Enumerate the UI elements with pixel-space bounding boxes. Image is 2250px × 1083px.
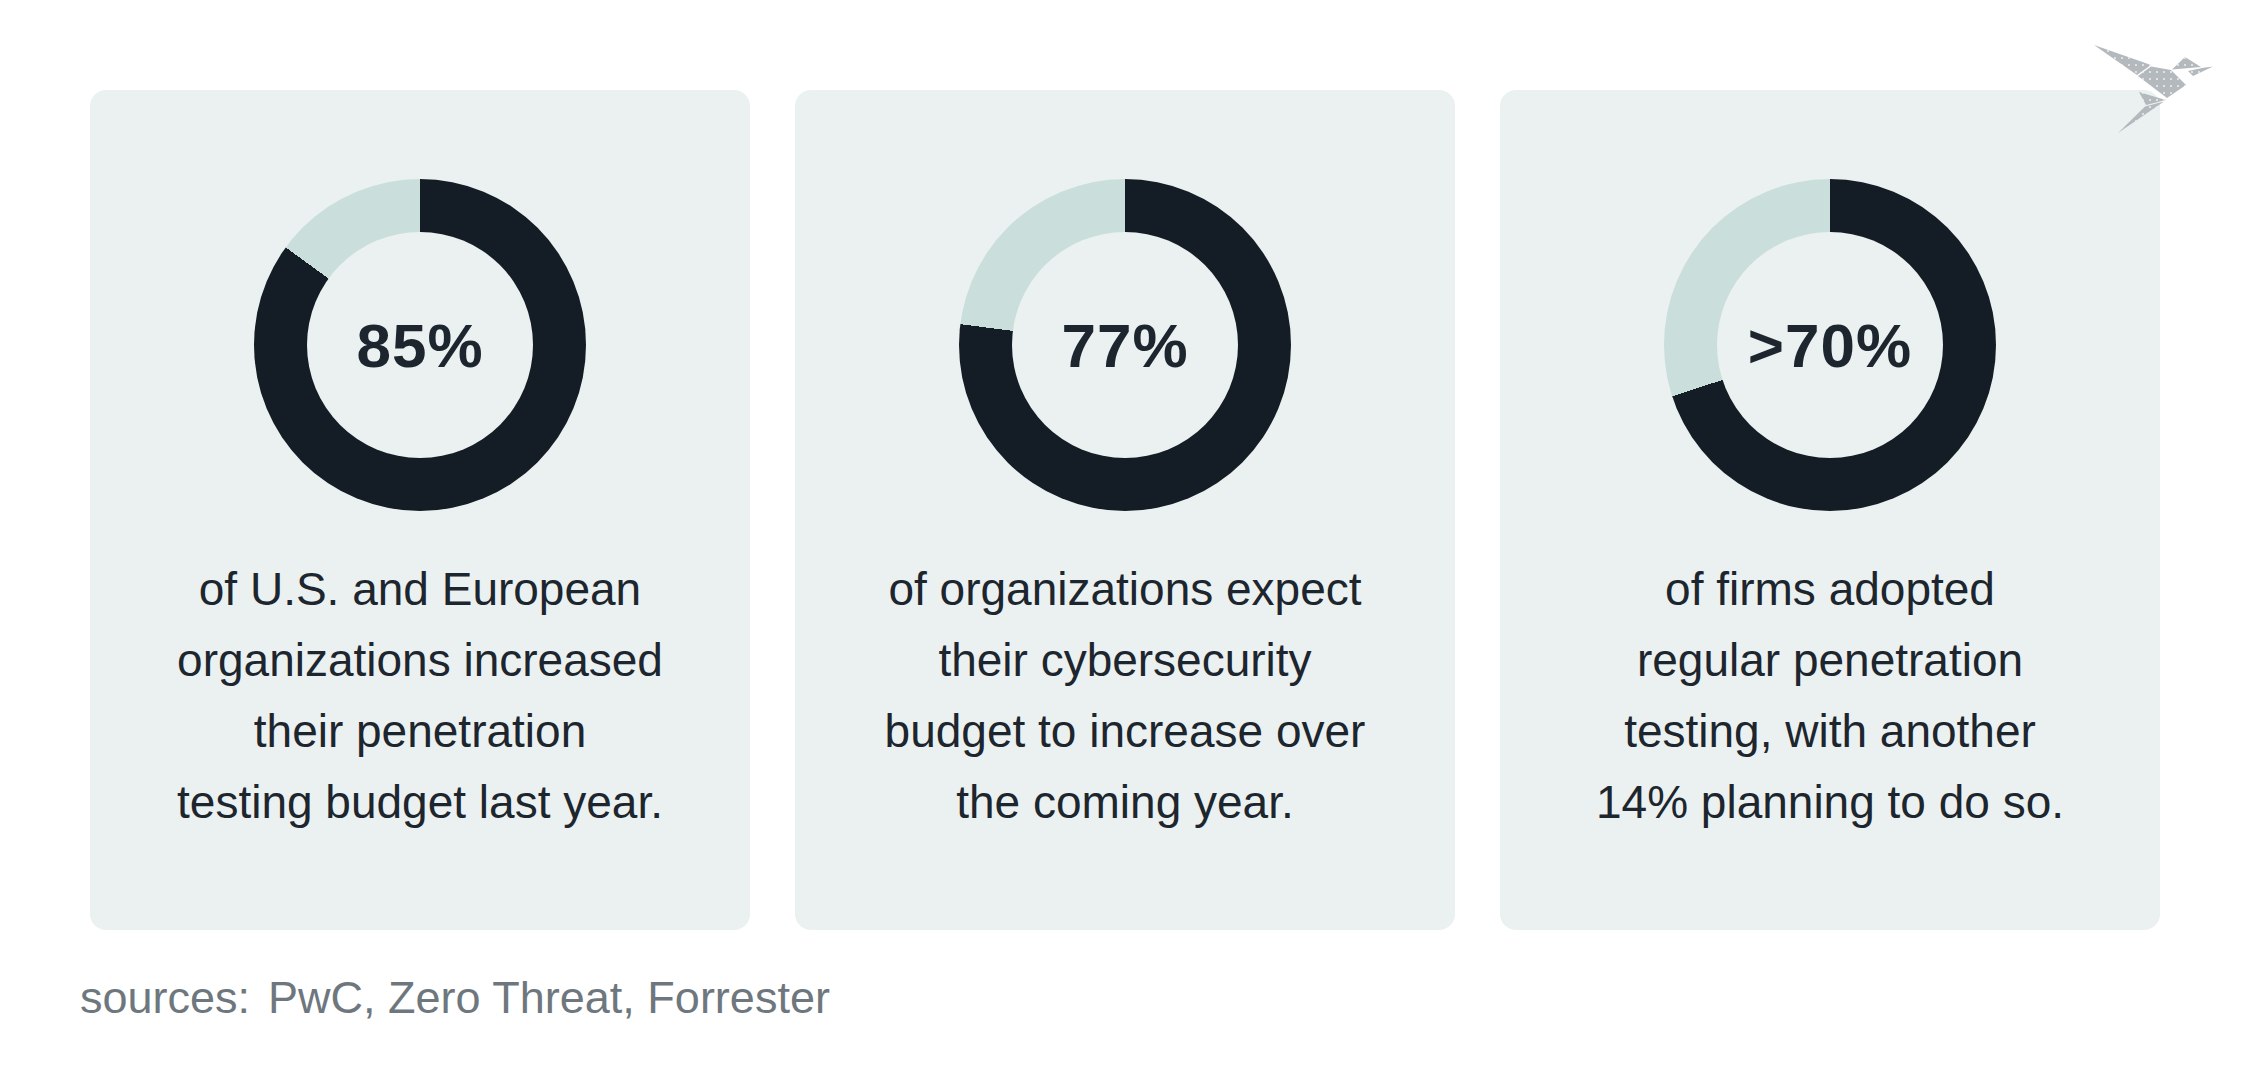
- donut-percent-label: 77%: [959, 179, 1291, 511]
- stat-description-line: testing budget last year.: [110, 767, 730, 838]
- donut-percent-label: 85%: [254, 179, 586, 511]
- sources-line: sources: PwC, Zero Threat, Forrester: [80, 972, 830, 1024]
- stat-description: of U.S. and European organizations incre…: [110, 554, 730, 838]
- stat-description-line: of firms adopted: [1520, 554, 2140, 625]
- stat-description: of organizations expect their cybersecur…: [815, 554, 1435, 838]
- donut-percent-label: >70%: [1664, 179, 1996, 511]
- stat-card-pentest-adoption: >70% of firms adopted regular penetratio…: [1500, 90, 2160, 930]
- donut-chart: 77%: [959, 179, 1291, 511]
- stat-description-line: testing, with another: [1520, 696, 2140, 767]
- stat-description-line: budget to increase over: [815, 696, 1435, 767]
- stat-description-line: the coming year.: [815, 767, 1435, 838]
- stat-description-line: of organizations expect: [815, 554, 1435, 625]
- infographic-canvas: 85% of U.S. and European organizations i…: [0, 0, 2250, 1083]
- stat-card-budget-expectation: 77% of organizations expect their cybers…: [795, 90, 1455, 930]
- donut-chart: 85%: [254, 179, 586, 511]
- stat-card-budget-increased: 85% of U.S. and European organizations i…: [90, 90, 750, 930]
- stat-description: of firms adopted regular penetration tes…: [1520, 554, 2140, 838]
- stat-description-line: organizations increased: [110, 625, 730, 696]
- stat-description-line: 14% planning to do so.: [1520, 767, 2140, 838]
- origami-bird-icon: [2085, 35, 2215, 145]
- donut-chart: >70%: [1664, 179, 1996, 511]
- stat-description-line: their penetration: [110, 696, 730, 767]
- stat-description-line: of U.S. and European: [110, 554, 730, 625]
- sources-label: sources:: [80, 972, 250, 1023]
- stat-description-line: their cybersecurity: [815, 625, 1435, 696]
- sources-list: PwC, Zero Threat, Forrester: [268, 972, 830, 1023]
- stat-description-line: regular penetration: [1520, 625, 2140, 696]
